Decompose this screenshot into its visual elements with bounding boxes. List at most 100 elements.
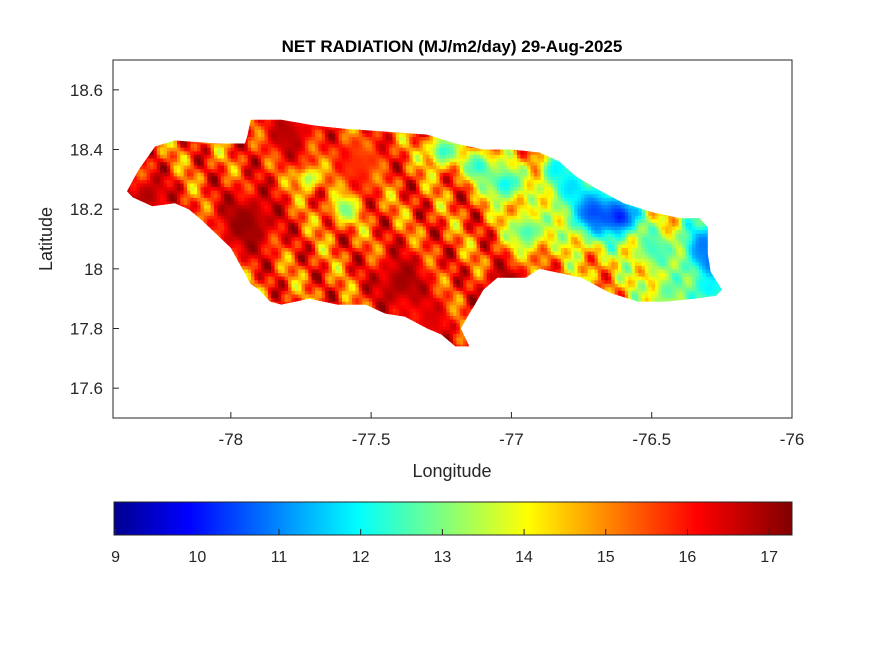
- heatmap-cell: [352, 258, 357, 263]
- heatmap-cell: [261, 143, 266, 148]
- heatmap-cell: [321, 233, 326, 238]
- heatmap-cell: [301, 125, 306, 130]
- heatmap-cell: [210, 172, 215, 177]
- heatmap-cell: [207, 150, 212, 155]
- heatmap-cell: [284, 279, 289, 284]
- heatmap-cell: [203, 161, 208, 166]
- heatmap-cell: [143, 193, 148, 198]
- heatmap-cell: [247, 208, 252, 213]
- heatmap-cell: [274, 140, 279, 145]
- heatmap-cell: [274, 243, 279, 248]
- heatmap-cell: [261, 279, 266, 284]
- heatmap-cell: [308, 293, 313, 299]
- heatmap-cell: [348, 283, 353, 288]
- heatmap-cell: [214, 168, 218, 173]
- heatmap-cell: [355, 301, 360, 306]
- heatmap-cell: [304, 265, 309, 270]
- heatmap-cell: [180, 150, 185, 155]
- heatmap-cell: [207, 218, 212, 223]
- heatmap-cell: [203, 150, 208, 155]
- heatmap-cell: [240, 186, 245, 191]
- heatmap-cell: [160, 193, 165, 198]
- heatmap-cell: [308, 268, 313, 273]
- heatmap-cell: [284, 143, 289, 148]
- heatmap-cell: [170, 175, 175, 180]
- heatmap-cell: [352, 265, 357, 270]
- heatmap-cell: [288, 143, 293, 148]
- heatmap-cell: [325, 283, 330, 288]
- heatmap-cell: [143, 186, 148, 191]
- heatmap-cell: [318, 186, 323, 191]
- heatmap-cell: [187, 150, 192, 155]
- heatmap-cell: [254, 276, 259, 281]
- heatmap-cell: [156, 168, 161, 173]
- heatmap-cell: [257, 200, 262, 205]
- heatmap-cell: [271, 132, 276, 137]
- heatmap-cell: [227, 154, 232, 159]
- heatmap-cell: [278, 122, 282, 127]
- heatmap-cell: [311, 290, 316, 295]
- heatmap-cell: [244, 175, 249, 180]
- heatmap-cell: [328, 179, 333, 184]
- heatmap-cell: [352, 143, 357, 148]
- heatmap-cell: [345, 154, 350, 159]
- heatmap-cell: [251, 222, 255, 227]
- heatmap-cell: [190, 190, 195, 195]
- heatmap-cell: [220, 204, 225, 209]
- heatmap-cell: [190, 168, 195, 173]
- heatmap-cell: [331, 283, 336, 288]
- heatmap-cell: [338, 229, 343, 234]
- heatmap-cell: [328, 211, 333, 216]
- heatmap-cell: [294, 222, 299, 227]
- heatmap-cell: [294, 286, 299, 291]
- heatmap-cell: [200, 215, 205, 220]
- heatmap-cell: [288, 204, 293, 209]
- heatmap-cell: [203, 208, 208, 213]
- heatmap-cell: [278, 161, 282, 166]
- heatmap-cell: [200, 197, 205, 202]
- heatmap-cell: [251, 268, 255, 273]
- heatmap-cell: [284, 225, 289, 231]
- heatmap-cell: [271, 119, 276, 123]
- heatmap-cell: [247, 279, 252, 284]
- heatmap-cell: [304, 179, 309, 184]
- heatmap-cell: [261, 243, 266, 248]
- heatmap-cell: [331, 265, 336, 270]
- heatmap-cell: [210, 200, 215, 205]
- heatmap-cell: [335, 276, 340, 281]
- heatmap-cell: [345, 190, 350, 195]
- heatmap-cell: [331, 297, 336, 302]
- heatmap-cell: [217, 168, 222, 173]
- heatmap-cell: [352, 168, 357, 173]
- heatmap-cell: [247, 154, 252, 159]
- heatmap-cell: [335, 154, 340, 159]
- heatmap-cell: [342, 290, 346, 295]
- heatmap-cell: [338, 254, 343, 259]
- heatmap-cell: [291, 157, 296, 163]
- heatmap-cell: [335, 222, 340, 227]
- heatmap-cell: [328, 215, 333, 220]
- heatmap-cell: [274, 276, 279, 281]
- heatmap-cell: [257, 161, 262, 166]
- heatmap-cell: [308, 211, 313, 216]
- heatmap-cell: [220, 236, 225, 241]
- heatmap-cell: [298, 165, 303, 170]
- heatmap-cell: [214, 186, 218, 191]
- heatmap-cell: [281, 218, 286, 223]
- heatmap-cell: [331, 172, 336, 177]
- heatmap-cell: [281, 254, 286, 259]
- heatmap-cell: [180, 197, 185, 202]
- heatmap-cell: [227, 222, 232, 227]
- heatmap-cell: [311, 129, 316, 134]
- heatmap-cell: [207, 204, 212, 209]
- heatmap-cell: [261, 165, 266, 170]
- heatmap-cell: [298, 193, 303, 198]
- heatmap-cell: [318, 150, 323, 155]
- heatmap-cell: [180, 193, 185, 198]
- heatmap-cell: [244, 143, 249, 148]
- heatmap-cell: [274, 297, 279, 302]
- heatmap-cell: [321, 229, 326, 234]
- heatmap-cell: [254, 182, 259, 188]
- heatmap-cell: [321, 215, 326, 220]
- heatmap-cell: [210, 168, 215, 173]
